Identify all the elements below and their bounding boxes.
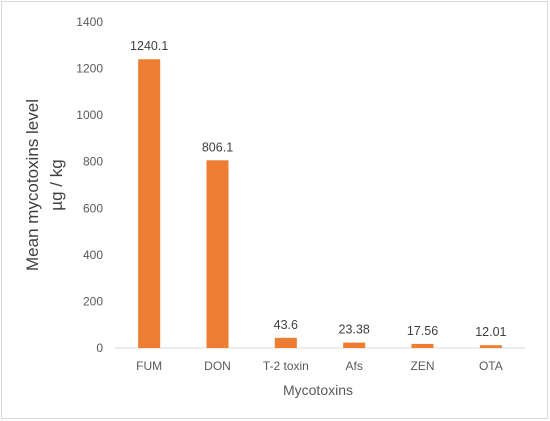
bar-value-label: 806.1 — [202, 140, 233, 154]
y-tick-label: 0 — [96, 341, 103, 355]
y-axis-title: Mean mycotoxins level — [23, 99, 42, 271]
bar — [343, 342, 366, 348]
y-tick-label: 400 — [83, 248, 103, 262]
y-tick-label: 200 — [83, 294, 103, 308]
x-tick-label: T-2 toxin — [263, 359, 309, 373]
bar-value-label: 12.01 — [475, 325, 506, 339]
y-axis-unit: µg / kg — [47, 159, 66, 210]
y-tick-label: 600 — [83, 201, 103, 215]
bar — [411, 343, 434, 348]
x-tick-label: Afs — [345, 359, 362, 373]
bar — [479, 345, 502, 348]
bar-value-label: 1240.1 — [130, 39, 168, 53]
bar-value-label: 23.38 — [339, 323, 370, 337]
bar-value-label: 17.56 — [407, 324, 438, 338]
y-tick-label: 1400 — [76, 15, 103, 29]
x-tick-label: OTA — [479, 359, 503, 373]
x-axis-title: Mycotoxins — [283, 382, 353, 398]
data-labels: 1240.1 806.1 43.6 23.38 17.56 12.01 — [130, 39, 506, 339]
bar — [274, 337, 297, 348]
y-tick-label: 1200 — [76, 62, 103, 76]
x-tick-label: FUM — [136, 359, 162, 373]
x-tick-label: ZEN — [411, 359, 435, 373]
y-axis-ticks: 0 200 400 600 800 1000 1200 1400 — [76, 15, 103, 355]
x-axis-ticks: FUM DON T-2 toxin Afs ZEN OTA — [136, 359, 503, 373]
bar — [138, 59, 161, 348]
y-tick-label: 1000 — [76, 108, 103, 122]
bar-series — [138, 59, 502, 348]
y-tick-label: 800 — [83, 155, 103, 169]
x-tick-label: DON — [204, 359, 231, 373]
bar-value-label: 43.6 — [274, 318, 298, 332]
bar — [206, 160, 229, 348]
